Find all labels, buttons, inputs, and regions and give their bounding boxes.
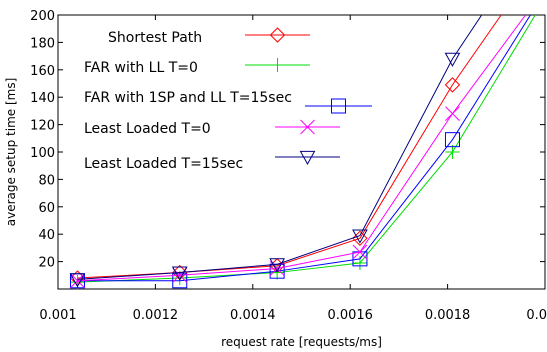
x-axis: 0.001 0.0012 0.0014 0.0016 0.0018 0.002 <box>39 15 547 323</box>
data-point <box>171 266 188 281</box>
legend-label: FAR with 1SP and LL T=15sec <box>84 90 292 106</box>
legend-label: Least Loaded T=15sec <box>84 156 243 172</box>
legend-item: FAR with 1SP and LL T=15sec <box>84 90 372 114</box>
legend-item: Least Loaded T=15sec <box>84 150 340 172</box>
series-5 <box>69 15 483 288</box>
series-line <box>77 15 483 280</box>
x-tick-label: 0.0016 <box>327 308 373 323</box>
y-tick-label: 180 <box>30 36 55 51</box>
y-tick-label: 80 <box>38 173 55 188</box>
series-layer <box>69 15 536 290</box>
y-tick-label: 40 <box>38 228 55 243</box>
data-point <box>352 230 368 247</box>
legend-item: Least Loaded T=0 <box>84 119 340 137</box>
x-tick-label: 0.0012 <box>133 308 179 323</box>
y-tick-label: 120 <box>30 119 55 134</box>
legend: Shortest Path FAR with LL T=0 FAR with 1SP… <box>84 27 372 172</box>
y-tick-label: 20 <box>38 256 55 271</box>
series-4 <box>70 15 526 289</box>
legend-label: Least Loaded T=0 <box>84 121 211 137</box>
series-1 <box>69 15 502 286</box>
data-point <box>445 106 460 121</box>
x-tick-label: 0.0014 <box>230 308 276 323</box>
legend-item: Shortest Path <box>108 27 310 46</box>
data-point <box>352 229 368 244</box>
legend-marker <box>299 150 316 166</box>
series-2 <box>70 15 536 290</box>
x-axis-label: request rate [requests/ms] <box>221 335 382 349</box>
data-point <box>444 77 461 93</box>
x-tick-label: 0.002 <box>526 308 547 323</box>
y-tick-label: 100 <box>30 146 55 161</box>
series-line <box>77 15 531 282</box>
y-axis: 20 40 60 80 100 120 140 160 180 200 <box>30 9 545 271</box>
y-tick-label: 140 <box>30 91 55 106</box>
data-point <box>172 273 188 289</box>
data-point <box>444 132 460 148</box>
series-line <box>77 15 502 279</box>
data-point <box>69 273 86 288</box>
x-tick-label: 0.001 <box>39 308 76 323</box>
legend-marker <box>269 27 286 43</box>
series-line <box>77 15 536 283</box>
legend-label: FAR with LL T=0 <box>84 60 198 76</box>
data-point <box>269 258 285 273</box>
legend-marker <box>270 58 285 72</box>
series-line <box>77 15 526 282</box>
y-tick-label: 60 <box>38 201 55 216</box>
data-point <box>444 52 461 67</box>
data-point <box>445 145 460 159</box>
legend-item: FAR with LL T=0 <box>84 58 310 76</box>
legend-marker <box>331 98 346 114</box>
legend-marker <box>300 119 315 135</box>
y-tick-label: 160 <box>30 64 55 79</box>
data-point <box>352 244 368 260</box>
y-tick-label: 200 <box>30 9 55 24</box>
data-point <box>70 273 85 289</box>
legend-label: Shortest Path <box>108 30 202 46</box>
x-tick-label: 0.0018 <box>425 308 471 323</box>
y-axis-label: average setup time [ms] <box>4 78 18 227</box>
